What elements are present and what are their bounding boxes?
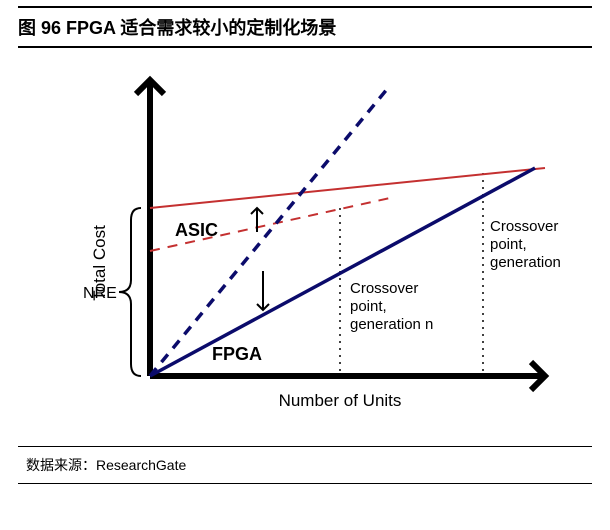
- svg-text:Number of Units: Number of Units: [279, 391, 402, 410]
- figure-title: 图 96 FPGA 适合需求较小的定制化场景: [18, 6, 592, 42]
- bottom-rule-2: [18, 483, 592, 484]
- svg-text:NRE: NRE: [83, 285, 117, 302]
- svg-text:point,: point,: [490, 236, 527, 253]
- svg-text:generation n+1: generation n+1: [490, 254, 565, 271]
- svg-text:point,: point,: [350, 298, 387, 315]
- svg-text:Crossover: Crossover: [490, 218, 558, 235]
- bottom-rule-1: [18, 446, 592, 447]
- figure-container: 图 96 FPGA 适合需求较小的定制化场景 Total CostNumber …: [0, 0, 610, 530]
- cost-vs-units-chart: Total CostNumber of UnitsASICFPGANRECros…: [45, 58, 565, 418]
- source-name: ResearchGate: [96, 457, 186, 473]
- chart-area: Total CostNumber of UnitsASICFPGANRECros…: [18, 58, 592, 438]
- source-prefix: 数据来源：: [26, 457, 96, 473]
- svg-text:ASIC: ASIC: [175, 220, 218, 240]
- svg-text:Crossover: Crossover: [350, 280, 418, 297]
- svg-text:FPGA: FPGA: [212, 344, 262, 364]
- top-rule: [18, 46, 592, 48]
- source-line: 数据来源：ResearchGate: [18, 453, 592, 475]
- svg-text:generation n: generation n: [350, 316, 433, 333]
